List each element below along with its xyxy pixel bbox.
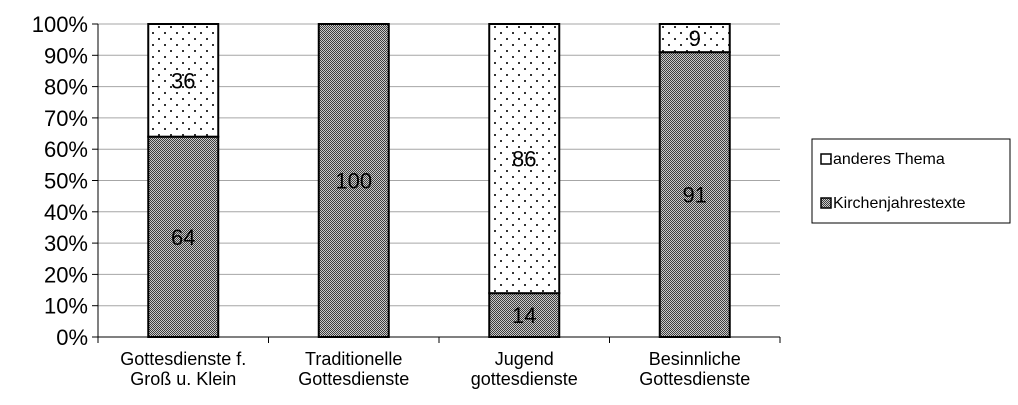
- data-label: 91: [683, 183, 707, 208]
- data-label: 100: [335, 169, 372, 194]
- legend-swatch: [820, 197, 832, 209]
- y-tick-label: 20%: [44, 262, 88, 287]
- y-tick-label: 70%: [44, 106, 88, 131]
- legend-label: anderes Thema: [833, 151, 945, 168]
- y-tick-label: 50%: [44, 169, 88, 194]
- y-tick-label: 0%: [56, 325, 88, 350]
- y-tick-label: 60%: [44, 137, 88, 162]
- legend: anderes Thema Kirchenjahrestexte: [811, 138, 1011, 224]
- y-tick-label: 40%: [44, 200, 88, 225]
- legend-swatch: [820, 153, 832, 165]
- bar-segment-crosshatch: [317, 23, 390, 338]
- x-tick-label: Gottesdienste f. Groß u. Klein: [120, 349, 246, 389]
- y-tick-label: 100%: [32, 12, 88, 37]
- bar-segment-crosshatch: [147, 135, 220, 338]
- x-tick-label: Jugend gottesdienste: [471, 349, 578, 389]
- axes: 0% 10% 20% 30% 40% 50% 60% 70% 80% 90% 100% Gottesd…: [32, 12, 781, 389]
- bar-segment-dots: [658, 23, 731, 54]
- x-tick-label: Besinnliche Gottesdienste: [639, 349, 750, 389]
- y-tick-label: 10%: [44, 294, 88, 319]
- legend-label: Kirchenjahrestexte: [833, 195, 966, 212]
- x-tick-label: Traditionelle Gottesdienste: [298, 349, 409, 389]
- bar-segment-dots: [147, 23, 220, 138]
- bar-segment-crosshatch: [658, 51, 731, 338]
- data-label: 9: [689, 26, 701, 51]
- y-tick-label: 30%: [44, 231, 88, 256]
- bars: [147, 23, 731, 338]
- data-label: 86: [512, 147, 536, 172]
- bar-segment-dots: [488, 23, 561, 295]
- data-labels: 64 36 100 14 86 91 9: [171, 26, 707, 328]
- legend-box: [811, 138, 1011, 224]
- data-label: 36: [171, 68, 195, 93]
- data-label: 64: [171, 225, 195, 250]
- y-tick-label: 80%: [44, 75, 88, 100]
- bar-segment-crosshatch: [488, 292, 561, 338]
- data-label: 14: [512, 303, 536, 328]
- y-tick-label: 90%: [44, 43, 88, 68]
